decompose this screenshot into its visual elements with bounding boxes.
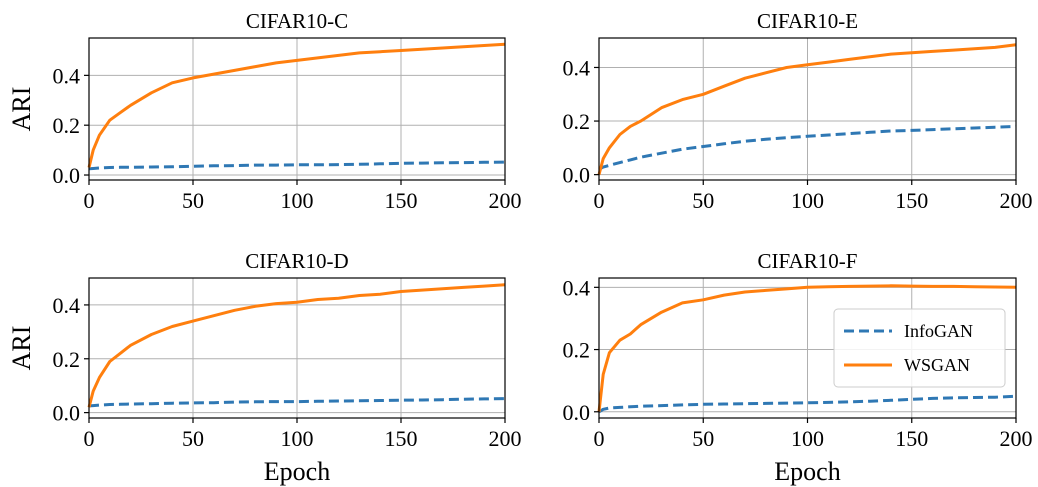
y-tick-label: 0.0 (53, 163, 81, 188)
series-line-wsgan (87, 42, 506, 168)
series-line-infogan (598, 394, 1017, 414)
x-tick-label: 0 (594, 188, 605, 213)
series-line-wsgan (87, 283, 506, 408)
y-tick-label: 0.0 (563, 400, 591, 425)
subplot-title: CIFAR10-D (245, 249, 348, 273)
y-axis-label: ARI (7, 87, 36, 132)
series-line-wsgan (597, 284, 1017, 412)
subplot-2: 0 50 100 150 200 0.0 0.2 0.4 CIFAR10-E (563, 9, 1033, 213)
series-line-infogan (88, 160, 506, 171)
subplot-4: 0 50 100 150 200 0.0 0.2 0.4 CIFAR10-F Epoch InfoG… (563, 249, 1033, 486)
x-tick-label: 100 (281, 426, 314, 451)
x-axis-label: Epoch (774, 457, 840, 486)
y-axis-label: ARI (7, 326, 36, 371)
x-tick-label: 50 (182, 188, 204, 213)
y-tick-label: 0.2 (53, 113, 81, 138)
subplot-title: CIFAR10-E (757, 9, 858, 33)
legend-box (833, 308, 1006, 388)
series-line-infogan (88, 397, 506, 408)
x-tick-label: 150 (385, 188, 418, 213)
x-tick-label: 150 (895, 426, 928, 451)
subplot-title: CIFAR10-C (246, 9, 348, 33)
y-tick-label: 0.2 (53, 347, 81, 372)
legend-label-infogan: InfoGAN (904, 321, 973, 341)
x-tick-label: 150 (385, 426, 418, 451)
x-tick-label: 200 (489, 426, 522, 451)
x-tick-label: 50 (692, 188, 714, 213)
y-tick-label: 0.0 (563, 163, 591, 188)
x-tick-label: 200 (489, 188, 522, 213)
series-line-infogan (598, 124, 1017, 171)
y-tick-label: 0.4 (53, 63, 81, 88)
x-tick-label: 50 (182, 426, 204, 451)
series-line-wsgan (597, 43, 1017, 175)
x-tick-label: 100 (791, 188, 824, 213)
x-tick-label: 50 (692, 426, 714, 451)
x-tick-label: 150 (895, 188, 928, 213)
subplot-3: 0 50 100 150 200 0.0 0.2 0.4 CIFAR10-D ARI Epoch (7, 249, 522, 486)
x-tick-label: 0 (84, 426, 95, 451)
y-tick-label: 0.2 (563, 109, 591, 134)
legend-label-wsgan: WSGAN (904, 355, 970, 375)
subplot-title: CIFAR10-F (758, 249, 858, 273)
y-tick-label: 0.4 (563, 275, 591, 300)
x-tick-label: 200 (1000, 426, 1033, 451)
y-tick-label: 0.4 (53, 293, 81, 318)
legend: InfoGAN WSGAN (833, 308, 1006, 388)
x-tick-label: 0 (594, 426, 605, 451)
y-tick-label: 0.2 (563, 338, 591, 363)
x-tick-label: 100 (281, 188, 314, 213)
y-tick-label: 0.0 (53, 401, 81, 426)
y-tick-label: 0.4 (563, 55, 591, 80)
x-tick-label: 100 (791, 426, 824, 451)
x-tick-label: 200 (1000, 188, 1033, 213)
x-tick-label: 0 (84, 188, 95, 213)
subplot-1: 0 50 100 150 200 0.0 0.2 0.4 CIFAR10-C ARI (7, 9, 522, 213)
x-axis-label: Epoch (264, 457, 330, 486)
